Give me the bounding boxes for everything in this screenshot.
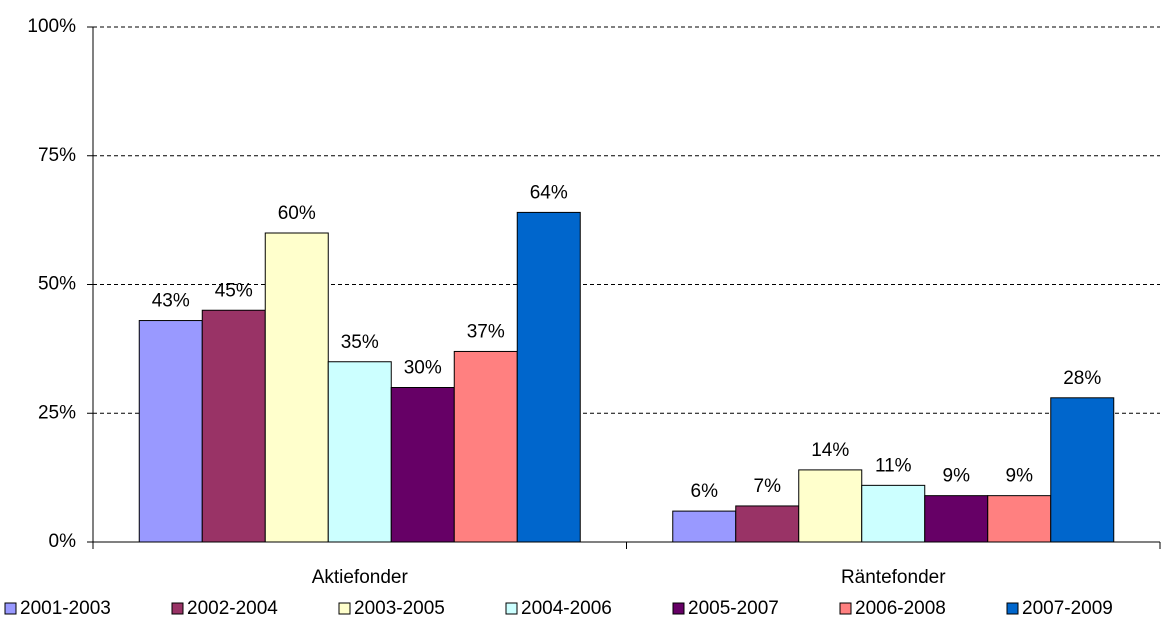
y-tick-label: 25% [38, 402, 76, 423]
legend-label: 2002-2004 [187, 598, 278, 619]
bar [390, 387, 455, 543]
bar [264, 232, 329, 543]
bar [924, 495, 989, 543]
legend-label: 2001-2003 [20, 598, 111, 619]
bar [327, 361, 392, 543]
data-label: 9% [1006, 466, 1034, 487]
bar [138, 320, 203, 543]
x-tick-label: Räntefonder [841, 567, 946, 588]
legend-label: 2004-2006 [521, 598, 612, 619]
legend-swatch [505, 602, 518, 615]
data-label: 11% [875, 455, 912, 476]
legend-swatch [4, 602, 17, 615]
data-label: 43% [152, 291, 190, 312]
legend-swatch [1006, 602, 1019, 615]
bar [201, 309, 266, 543]
legend-swatch [839, 602, 852, 615]
bar [987, 495, 1052, 543]
data-label: 7% [754, 476, 782, 497]
data-label: 14% [811, 440, 849, 461]
y-tick-label: 100% [27, 16, 76, 37]
y-tick-label: 0% [49, 531, 77, 552]
y-tick-label: 75% [38, 145, 76, 166]
bar [516, 211, 581, 543]
bar [672, 510, 737, 543]
bar [798, 469, 863, 543]
legend-swatch [672, 602, 685, 615]
bar [861, 484, 926, 543]
data-label: 45% [215, 280, 253, 301]
bar [453, 350, 518, 543]
legend-swatch [171, 602, 184, 615]
x-tick-label: Aktiefonder [312, 567, 409, 588]
legend-label: 2006-2008 [855, 598, 946, 619]
data-label: 30% [404, 358, 442, 379]
legend-label: 2003-2005 [354, 598, 445, 619]
legend-swatch [338, 602, 351, 615]
data-label: 35% [341, 332, 379, 353]
data-label: 37% [467, 321, 505, 342]
y-tick-label: 50% [38, 274, 76, 295]
data-label: 60% [278, 203, 316, 224]
data-label: 64% [530, 182, 568, 203]
bar [735, 505, 800, 543]
legend-label: 2007-2009 [1022, 598, 1113, 619]
data-label: 9% [943, 466, 971, 487]
legend-label: 2005-2007 [688, 598, 779, 619]
bar [1050, 397, 1115, 543]
data-label: 28% [1063, 368, 1101, 389]
data-label: 6% [691, 481, 719, 502]
